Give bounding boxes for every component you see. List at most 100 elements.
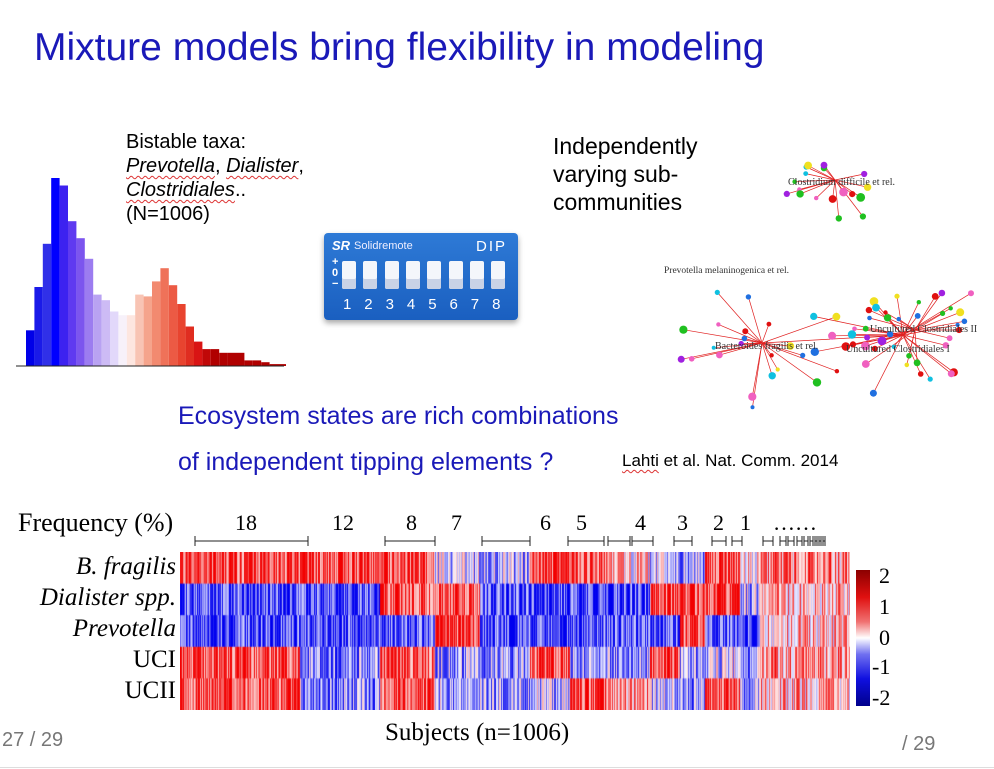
network-edge: [914, 311, 961, 331]
network-node: [916, 300, 921, 305]
network-edge: [868, 309, 916, 331]
cluster-bracket: [631, 536, 654, 546]
dip-zero: 0: [332, 267, 339, 279]
network-label-clostridium: Clostridium difficile et rel.: [788, 177, 895, 188]
ecosystem-line-1: Ecosystem states are rich combinations: [178, 402, 619, 430]
row-label-uci: UCI: [132, 646, 176, 673]
network-label-bacteroides: Bacteroides fragilis et rel.: [715, 341, 818, 352]
network-diagram: Clostridium difficile et rel. Prevotella…: [664, 161, 977, 410]
network-edge: [902, 302, 920, 336]
network-edge: [807, 165, 836, 181]
network-node: [716, 351, 723, 359]
colorbar-tick: 0: [879, 625, 890, 650]
network-node: [711, 345, 716, 350]
network-node: [748, 392, 757, 401]
histogram-bar: [185, 326, 194, 366]
cluster-bracket: [194, 536, 309, 546]
network-node: [852, 326, 857, 332]
dip-key[interactable]: [448, 261, 463, 289]
colorbar-tick: -1: [872, 654, 891, 679]
network-edge: [834, 179, 840, 219]
network-node: [768, 372, 776, 380]
dip-key[interactable]: [342, 261, 356, 289]
network-edge: [893, 334, 904, 348]
dip-key[interactable]: [469, 261, 484, 289]
independent-line-1: Independently: [553, 133, 698, 159]
independent-line-2: varying sub-: [553, 161, 679, 187]
network-label-ucI: Uncultured Clostridiales I: [846, 344, 950, 355]
histogram-bar: [210, 349, 220, 366]
network-node: [750, 405, 755, 410]
cluster-bracket: [803, 536, 809, 546]
network-node: [832, 312, 841, 321]
histogram-bar: [34, 287, 43, 366]
network-edge: [748, 296, 763, 344]
network-edge: [874, 334, 904, 350]
network-node: [955, 322, 960, 327]
row-label-prevotella: Prevotella: [72, 615, 176, 642]
network-node: [938, 289, 946, 297]
dip-number: 3: [385, 296, 394, 313]
network-edge: [683, 329, 763, 344]
histogram-bar: [101, 300, 110, 366]
network-edge: [902, 334, 952, 374]
x-axis-label: Subjects (n=1006): [385, 719, 570, 746]
bistable-taxa-line: Prevotella, Dialister,: [126, 154, 304, 178]
network-node: [766, 321, 772, 327]
network-node: [841, 342, 851, 351]
frequency-value: 4: [635, 510, 646, 535]
network-edge: [890, 329, 916, 335]
slide-title: Mixture models bring flexibility in mode…: [34, 26, 765, 69]
frequency-value: 12: [332, 510, 354, 535]
colorbar-tick: -2: [872, 685, 891, 710]
network-node: [814, 195, 819, 201]
histogram-bar: [219, 352, 228, 366]
network-node: [940, 310, 946, 316]
network-node: [742, 328, 749, 335]
dip-key[interactable]: [427, 261, 442, 289]
network-node: [828, 331, 837, 340]
dip-key[interactable]: [363, 261, 378, 289]
dip-number: 5: [428, 296, 437, 313]
citation-author: Lahti: [622, 451, 659, 470]
histogram-bar: [110, 311, 119, 366]
dip-on: +: [332, 256, 339, 268]
network-node: [800, 352, 806, 358]
network-node: [861, 170, 868, 178]
network-node: [914, 313, 921, 319]
network-node: [745, 294, 752, 300]
independent-text: Independently varying sub- communities: [553, 132, 698, 216]
network-node: [775, 367, 780, 372]
network-edge: [815, 179, 836, 199]
dip-number: 7: [470, 296, 480, 313]
histogram-bar: [59, 185, 68, 366]
network-edge: [745, 330, 763, 344]
bimodal-histogram: [16, 178, 286, 367]
frequency-value: 5: [576, 510, 587, 535]
bistable-heading: Bistable taxa:: [126, 131, 247, 153]
independent-line-3: communities: [553, 189, 683, 215]
network-edge: [914, 296, 936, 331]
network-edge: [902, 334, 955, 373]
cluster-bracket: [711, 536, 727, 546]
network-node: [946, 335, 953, 342]
frequency-value: 8: [406, 510, 417, 535]
network-edge: [691, 342, 763, 360]
dip-key[interactable]: [384, 261, 399, 289]
frequency-value: 7: [451, 510, 462, 535]
citation: Lahti et al. Nat. Comm. 2014: [622, 451, 838, 471]
taxa-prevotella: Prevotella: [126, 155, 215, 177]
cluster-bracket: [607, 536, 631, 546]
dip-key[interactable]: [405, 261, 420, 289]
cluster-bracket: [814, 536, 818, 546]
network-edge: [865, 329, 916, 365]
network-node: [792, 179, 797, 184]
histogram-bar: [194, 341, 203, 366]
taxa-ellipsis: ..: [234, 179, 247, 201]
network-node: [839, 187, 848, 197]
network-edge: [914, 329, 950, 339]
dip-key[interactable]: [491, 261, 506, 289]
network-edge: [902, 292, 972, 336]
taxa-separator: ,: [214, 155, 227, 177]
